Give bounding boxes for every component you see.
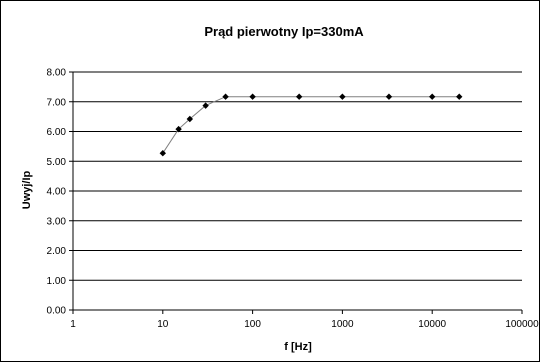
y-axis-label: Uwyj/Ip: [21, 170, 33, 209]
data-point: [202, 102, 209, 109]
y-tick-label: 0.00: [47, 306, 67, 317]
y-tick-label: 2.00: [47, 246, 67, 257]
y-tick-label: 3.00: [47, 216, 67, 227]
data-point: [456, 93, 463, 100]
x-tick-label: 100: [244, 319, 261, 330]
gridlines: [73, 71, 522, 281]
axes: [69, 71, 523, 314]
y-tick-label: 1.00: [47, 276, 67, 287]
data-point: [339, 93, 346, 100]
data-point: [222, 93, 229, 100]
data-point: [429, 93, 436, 100]
x-tick-label: 1000: [331, 319, 354, 330]
y-tick-label: 5.00: [47, 157, 67, 168]
data-point: [186, 115, 194, 123]
y-tick-label: 8.00: [47, 68, 67, 79]
y-tick-labels: 0.00 1.00 2.00 3.00 4.00 5.00 6.00 7.00 8.00: [47, 68, 67, 317]
data-point: [159, 150, 166, 157]
y-tick-label: 4.00: [47, 187, 67, 198]
x-tick-label: 100000: [505, 319, 539, 330]
x-tick-label: 10000: [418, 319, 446, 330]
y-tick-label: 7.00: [47, 97, 67, 108]
x-tick-labels: 1 10 100 1000 10000 100000: [70, 319, 539, 330]
data-point: [175, 125, 182, 133]
data-point: [249, 93, 256, 100]
y-tick-label: 6.00: [47, 127, 67, 138]
x-tick-label: 1: [70, 319, 76, 330]
data-point: [385, 93, 393, 100]
data-series: [159, 93, 463, 157]
chart-title: Prąd pierwotny Ip=330mA: [204, 24, 364, 39]
x-tick-label: 10: [157, 319, 169, 330]
x-axis-label: f [Hz]: [284, 341, 312, 353]
data-point: [295, 93, 303, 100]
